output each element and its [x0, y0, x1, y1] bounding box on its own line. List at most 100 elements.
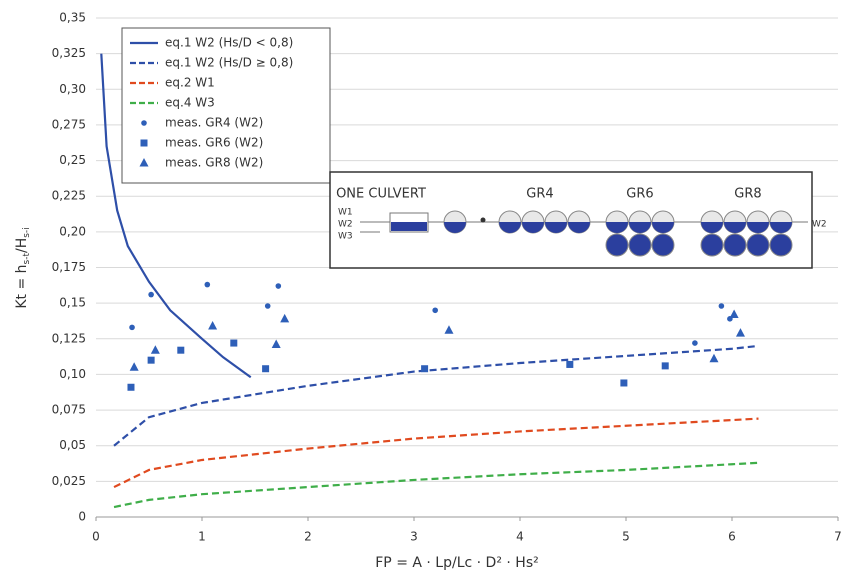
marker: [127, 383, 135, 391]
y-tick-label: 0,30: [59, 82, 86, 96]
legend-label: meas. GR6 (W2): [165, 136, 263, 150]
x-tick-label: 3: [410, 530, 418, 544]
line-series: [113, 344, 759, 447]
x-tick-label: 2: [304, 530, 312, 544]
legend-label: meas. GR8 (W2): [165, 156, 263, 170]
marker: [264, 303, 271, 309]
y-tick-label: 0,15: [59, 296, 86, 310]
marker: [177, 346, 185, 354]
y-tick-label: 0,225: [52, 189, 86, 203]
marker: [208, 320, 218, 330]
marker: [729, 309, 739, 319]
x-tick-label: 0: [92, 530, 100, 544]
inset-label: GR4: [526, 187, 553, 202]
inset-label: W2: [338, 220, 353, 230]
pipe: [605, 233, 629, 257]
line-series: [113, 417, 759, 489]
pipe-water: [568, 222, 590, 233]
pipe-water: [499, 222, 521, 233]
pipe-water: [747, 222, 769, 233]
inset-label: W1: [338, 208, 353, 218]
legend-label: eq.4 W3: [165, 96, 215, 110]
marker: [204, 281, 211, 288]
pipe-water: [606, 222, 628, 233]
pipe: [723, 233, 747, 257]
marker: [432, 307, 439, 314]
legend-swatch: [139, 158, 149, 167]
y-axis-label-part: Kt = h: [14, 264, 30, 308]
pipe: [700, 233, 724, 257]
y-tick-label: 0,25: [59, 153, 86, 167]
marker: [718, 303, 725, 309]
x-tick-label: 5: [622, 530, 630, 544]
pipe: [746, 233, 770, 257]
legend-swatch: [140, 139, 148, 147]
marker: [129, 324, 135, 331]
inset-label: GR8: [734, 187, 761, 202]
marker: [709, 353, 719, 363]
marker: [148, 291, 154, 298]
y-tick-label: 0,125: [52, 331, 86, 345]
legend-box: [121, 27, 331, 184]
marker: [566, 360, 574, 368]
marker: [262, 365, 270, 373]
inset-label: W2: [812, 220, 827, 230]
y-tick-label: 0,10: [59, 367, 86, 381]
pipe-water: [522, 222, 544, 233]
pipe: [651, 233, 675, 257]
pipe-water: [701, 222, 723, 233]
pipe: [769, 233, 793, 257]
legend-swatch: [141, 120, 147, 126]
y-axis-label: Kt = hs-t/Hs-i: [14, 227, 32, 308]
y-tick-label: 0,05: [59, 438, 86, 452]
marker: [620, 379, 628, 387]
y-tick-label: 0,35: [59, 11, 86, 25]
inset-label: W3: [338, 232, 353, 242]
marker: [735, 328, 745, 337]
marker: [129, 362, 139, 371]
y-tick-label: 0,175: [52, 260, 86, 274]
marker: [692, 340, 698, 346]
x-tick-label: 4: [516, 530, 524, 544]
marker: [150, 345, 160, 354]
marker: [280, 313, 290, 323]
line-series: [113, 461, 759, 509]
marker: [230, 339, 238, 347]
marker: [147, 356, 155, 364]
x-tick-label: 1: [198, 530, 206, 544]
y-tick-label: 0,275: [52, 117, 86, 131]
x-axis-label: FP = A · Lp/Lc · D² · Hs²: [375, 555, 538, 571]
marker: [421, 365, 429, 373]
pipe-water: [652, 222, 674, 233]
y-tick-label: 0,325: [52, 46, 86, 60]
y-axis-label-part: /H: [14, 238, 30, 253]
pipe-water: [444, 222, 466, 233]
x-tick-label: 7: [834, 530, 842, 544]
marker: [444, 325, 454, 334]
y-tick-label: 0,075: [52, 403, 86, 417]
pipe-water: [545, 222, 567, 233]
x-tick-label: 6: [728, 530, 736, 544]
pipe: [628, 233, 652, 257]
inset-label: GR6: [626, 187, 653, 202]
marker: [275, 283, 282, 289]
legend-label: eq.2 W1: [165, 76, 215, 90]
y-axis-label-part: s-t: [22, 253, 32, 265]
marker: [661, 362, 669, 370]
legend-label: meas. GR4 (W2): [165, 116, 263, 130]
line-series: [100, 53, 252, 379]
y-tick-label: 0,20: [59, 224, 86, 238]
culvert-water: [391, 222, 427, 231]
marker: [271, 339, 281, 348]
pipe-water: [724, 222, 746, 233]
legend-label: eq.1 W2 (Hs/D < 0,8): [165, 36, 293, 50]
inset-label: ONE CULVERT: [336, 187, 426, 202]
y-axis-label-part: s-i: [22, 227, 32, 237]
pipe-water: [770, 222, 792, 233]
y-tick-label: 0,025: [52, 474, 86, 488]
level-symbol: [480, 217, 486, 223]
legend-label: eq.1 W2 (Hs/D ≥ 0,8): [165, 56, 293, 70]
pipe-water: [629, 222, 651, 233]
y-tick-label: 0: [78, 510, 86, 524]
